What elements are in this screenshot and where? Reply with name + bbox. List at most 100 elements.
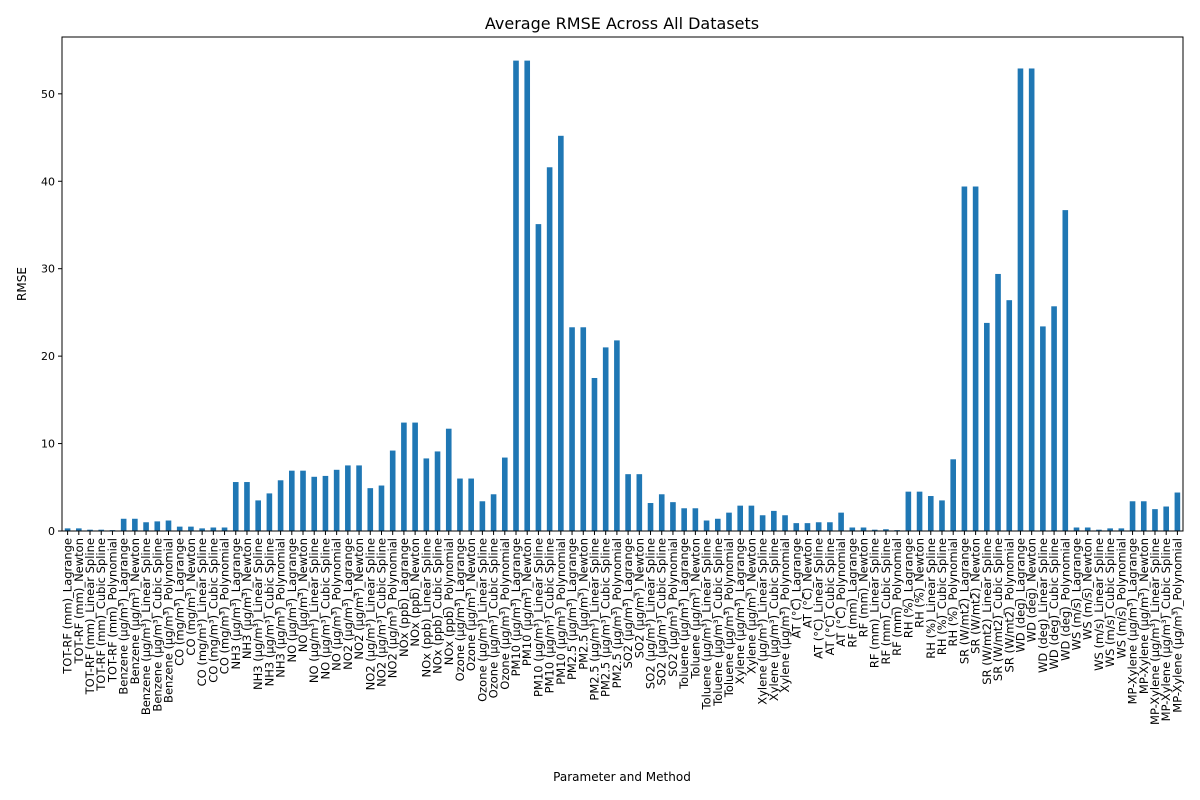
- bar: [838, 512, 844, 531]
- bar: [389, 450, 396, 531]
- x-tick-label: Ozone (µg/m³)_Newton: [464, 538, 478, 671]
- bar: [345, 465, 351, 531]
- x-tick-label: Benzene (µg/m³)_Cubic Spline: [150, 538, 164, 712]
- x-tick-label: CO (mg/m³)_Linear Spline: [195, 538, 209, 686]
- bar: [759, 515, 766, 531]
- bar: [1096, 529, 1102, 531]
- x-tick-label: Toluene (µg/m³)_Linear Spline: [700, 538, 714, 710]
- bar: [602, 347, 609, 531]
- bar: [591, 377, 598, 531]
- x-tick-label: PM10 (µg/m³)_Newton: [520, 538, 534, 666]
- bar: [658, 494, 665, 531]
- bar: [1073, 527, 1080, 531]
- x-tick-label: AT (°C)_Polynomial: [834, 538, 848, 647]
- bar: [1174, 492, 1181, 531]
- x-tick-label: Benzene (µg/m³)_Polynomial: [162, 538, 176, 703]
- bar: [356, 465, 362, 531]
- bar: [64, 528, 71, 531]
- x-tick-label: RH (%)_Lagrange: [901, 538, 915, 638]
- x-tick-label: AT (°C)_Linear Spline: [812, 538, 826, 659]
- x-tick-label: PM10 (µg/m³)_Linear Spline: [531, 538, 545, 697]
- x-tick-label: AT (°C)_Cubic Spline: [823, 538, 837, 655]
- x-tick-label: Xylene (µg/m³)_Lagrange: [733, 538, 747, 684]
- bar: [927, 496, 934, 531]
- bar: [132, 518, 138, 531]
- x-tick-label: SR (W/mt2)_Cubic Spline: [991, 538, 1005, 681]
- bar: [636, 474, 643, 531]
- x-tick-label: Xylene (µg/m³)_Newton: [744, 538, 758, 674]
- y-tick-label: 10: [41, 438, 55, 451]
- bar: [737, 505, 744, 531]
- bar: [176, 526, 183, 531]
- x-tick-label: MP-Xylene (µg/m³)_Polynomial: [1170, 538, 1184, 713]
- bar: [266, 493, 273, 531]
- x-tick-label: CO (mg/m³)_Newton: [184, 538, 198, 656]
- bar: [827, 522, 833, 531]
- bar: [670, 502, 676, 531]
- x-tick-label: MP-Xylene (µg/m³)_Lagrange: [1126, 538, 1140, 704]
- bar: [311, 476, 318, 531]
- bar: [479, 501, 486, 531]
- x-tick-label: SO2 (µg/m³)_Newton: [632, 538, 646, 658]
- x-tick-label: Toluene (µg/m³)_Newton: [688, 538, 702, 680]
- x-tick-label: RH (%)_Cubic Spline: [935, 538, 949, 655]
- bar: [378, 485, 385, 531]
- bar: [883, 529, 889, 531]
- bar: [434, 451, 441, 531]
- x-tick-label: TOT-RF (mm)_Lagrange: [61, 538, 75, 675]
- bar: [703, 520, 710, 531]
- x-tick-label: Xylene (µg/m³)_Cubic Spline: [767, 538, 781, 701]
- x-tick-label: PM2.5 (µg/m³)_Polynomial: [610, 538, 624, 688]
- bar: [939, 500, 945, 531]
- bar: [546, 167, 553, 531]
- bar: [950, 459, 956, 531]
- bar: [916, 491, 923, 531]
- bar: [289, 470, 295, 531]
- x-tick-label: SR (W/mt2)_Lagrange: [957, 538, 971, 664]
- bar: [984, 322, 990, 531]
- bar: [1062, 210, 1069, 531]
- bar: [1051, 306, 1057, 531]
- bar: [995, 273, 1001, 531]
- bar: [524, 60, 531, 532]
- x-tick-label: Toluene (µg/m³)_Cubic Spline: [711, 538, 725, 707]
- bar: [401, 422, 407, 531]
- bar: [771, 510, 777, 531]
- x-tick-label: NO (µg/m³)_Lagrange: [285, 538, 299, 663]
- x-tick-label: PM2.5 (µg/m³)_Cubic Spline: [599, 538, 613, 697]
- bar: [535, 224, 542, 532]
- bar: [815, 522, 822, 531]
- bar: [1040, 326, 1046, 531]
- bar: [625, 474, 631, 531]
- bar: [569, 327, 575, 531]
- y-ticks-group: 0 10 20 30 40 50: [41, 88, 62, 538]
- x-tick-label: WD (deg)_Linear Spline: [1036, 538, 1050, 673]
- x-tick-label: SR (W/mt2)_Newton: [969, 538, 983, 654]
- x-tick-label: PM10 (µg/m³)_Cubic Spline: [543, 538, 557, 693]
- bar: [871, 529, 878, 531]
- bar: [76, 528, 82, 531]
- bar: [445, 428, 452, 531]
- x-tick-label: NO2 (µg/m³)_Cubic Spline: [374, 538, 388, 687]
- x-tick-label: TOT-RF (mm)_Cubic Spline: [94, 538, 108, 692]
- y-tick-label: 0: [48, 525, 55, 538]
- x-tick-label: Benzene (µg/m³)_Linear Spline: [139, 538, 153, 715]
- x-tick-label: MP-Xylene (µg/m³)_Newton: [1137, 538, 1151, 694]
- x-tick-label: WS (m/s)_Newton: [1081, 538, 1095, 640]
- bar: [165, 520, 172, 531]
- bar: [681, 508, 687, 531]
- x-tick-label: PM2.5 (µg/m³)_Lagrange: [565, 538, 579, 680]
- bar: [647, 503, 654, 531]
- bar: [1028, 68, 1035, 531]
- bar: [1152, 509, 1158, 531]
- bar: [614, 340, 620, 531]
- x-tick-label: NH3 (µg/m³)_Lagrange: [229, 538, 243, 669]
- bars-group: [64, 60, 1181, 532]
- bar: [188, 526, 194, 531]
- x-tick-label: CO (mg/m³)_Cubic Spline: [206, 538, 220, 683]
- bar: [860, 527, 867, 531]
- x-tick-label: WS (m/s)_Cubic Spline: [1103, 538, 1117, 667]
- bar: [221, 527, 228, 531]
